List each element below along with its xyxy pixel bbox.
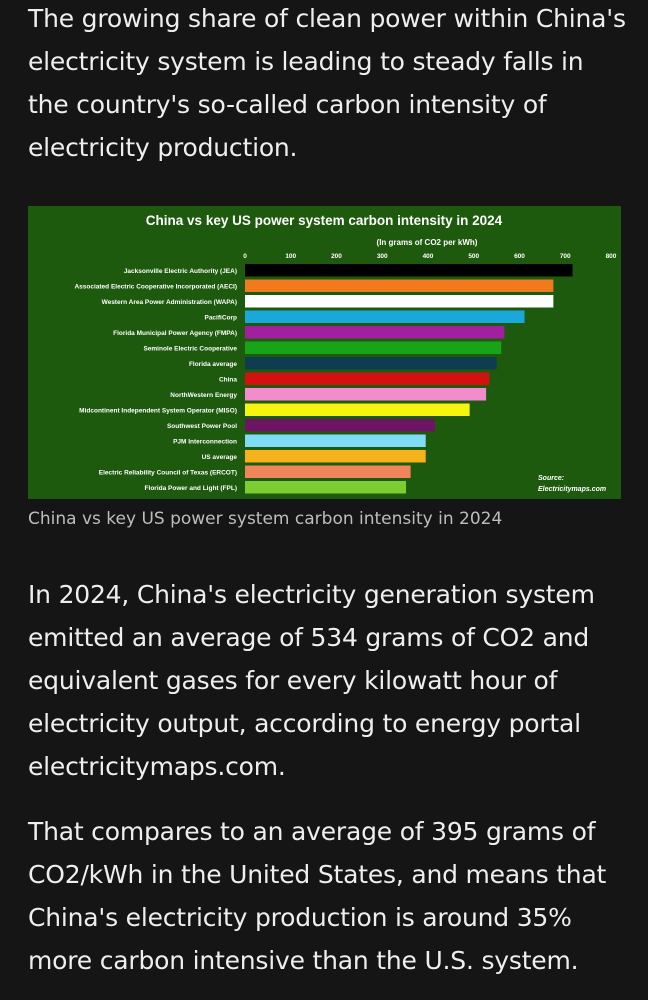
bar	[245, 419, 435, 432]
category-label: Florida average	[189, 361, 237, 368]
x-tick-label: 400	[423, 253, 434, 260]
source-name: Electricitymaps.com	[538, 486, 606, 493]
category-label: China	[219, 376, 237, 383]
x-tick-label: 700	[560, 253, 571, 260]
bar	[245, 372, 490, 385]
category-label: Electric Reliability Council of Texas (E…	[99, 469, 237, 476]
category-label: NorthWestern Energy	[170, 392, 237, 399]
category-label: PacifiCorp	[204, 314, 237, 321]
category-label: PJM Interconnection	[173, 438, 237, 445]
chart-svg: China vs key US power system carbon inte…	[74, 213, 617, 494]
x-tick-label: 0	[243, 253, 247, 260]
chart-subtitle: (In grams of CO2 per kWh)	[377, 238, 478, 247]
bar-chart: China vs key US power system carbon inte…	[28, 206, 621, 499]
x-tick-label: 100	[285, 253, 296, 260]
x-tick-label: 600	[514, 253, 525, 260]
x-tick-label: 800	[606, 253, 617, 260]
body-paragraph-1: In 2024, China's electricity generation …	[28, 580, 595, 781]
bar	[245, 341, 502, 354]
category-label: Florida Municipal Power Agency (FMPA)	[113, 330, 237, 337]
body-paragraph-2: That compares to an average of 395 grams…	[28, 817, 607, 975]
bar	[245, 434, 426, 447]
category-label: Jacksonville Electric Authority (JEA)	[124, 268, 237, 275]
bar	[245, 357, 497, 370]
bar	[245, 450, 426, 463]
chart-title: China vs key US power system carbon inte…	[146, 213, 503, 228]
category-label: Associated Electric Cooperative Incorpor…	[74, 283, 237, 290]
category-label: Western Area Power Administration (WAPA)	[102, 299, 237, 306]
source-label: Source:	[538, 475, 564, 482]
bar	[245, 388, 487, 401]
bar	[245, 326, 505, 339]
bar	[245, 465, 411, 478]
bar	[245, 310, 525, 323]
category-label: Midcontinent Independent System Operator…	[79, 407, 237, 414]
bar	[245, 295, 554, 308]
category-label: US average	[202, 454, 238, 461]
bar	[245, 279, 554, 292]
category-label: Florida Power and Light (FPL)	[145, 485, 237, 492]
x-tick-label: 200	[331, 253, 342, 260]
x-tick-label: 300	[377, 253, 388, 260]
category-label: Southwest Power Pool	[167, 423, 237, 430]
bar	[245, 481, 407, 494]
chart-caption: China vs key US power system carbon inte…	[28, 509, 503, 529]
bar	[245, 264, 573, 277]
intro-paragraph: The growing share of clean power within …	[28, 4, 626, 162]
category-label: Seminole Electric Cooperative	[143, 345, 237, 352]
x-tick-label: 500	[468, 253, 479, 260]
bar	[245, 403, 470, 416]
